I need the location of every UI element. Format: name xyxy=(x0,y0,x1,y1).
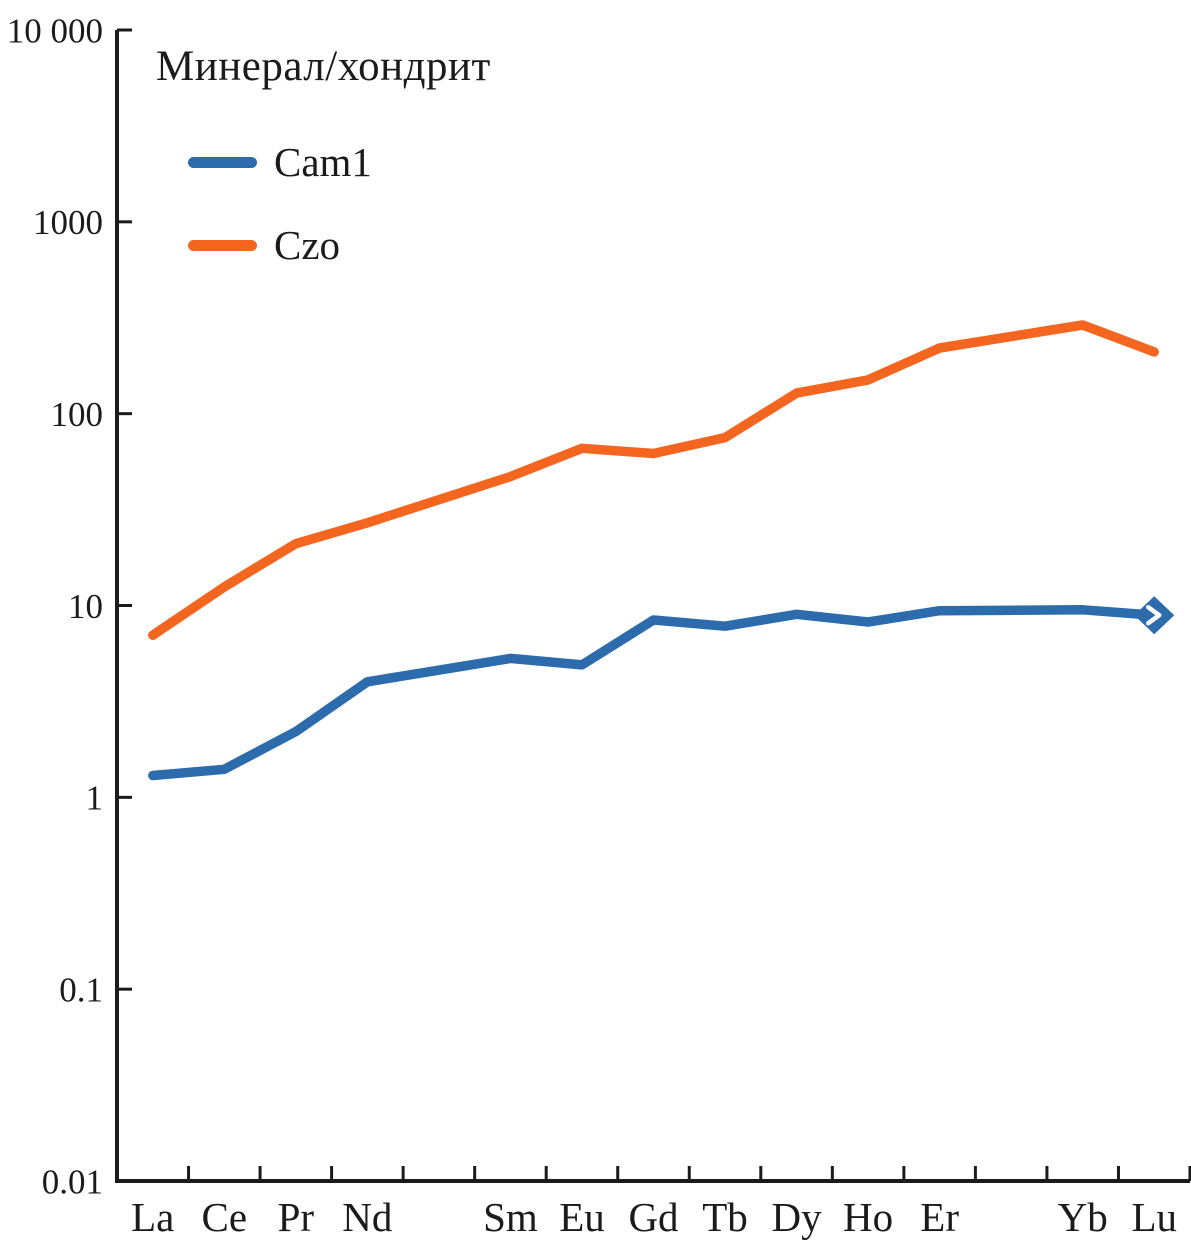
x-tick-label: Nd xyxy=(342,1194,392,1240)
y-tick-label: 10 xyxy=(68,587,103,626)
legend-label-cam1: Cam1 xyxy=(274,138,372,185)
chart-title: Минерал/хондрит xyxy=(156,43,491,90)
x-tick-label: Yb xyxy=(1058,1194,1108,1240)
x-tick-label: Er xyxy=(920,1194,959,1240)
x-tick-label: Eu xyxy=(559,1194,605,1240)
legend-line-swatch-czo xyxy=(188,239,257,251)
legend-item-czo: Czo xyxy=(188,221,372,269)
x-tick-label: Ho xyxy=(843,1194,893,1240)
series-line-czo xyxy=(148,320,1159,640)
y-tick-label: 1 xyxy=(86,779,104,818)
x-tick-label: Gd xyxy=(628,1194,678,1240)
end-marker-diamond-icon xyxy=(1134,596,1175,635)
y-tick-label: 0.01 xyxy=(42,1162,103,1201)
y-tick-label: 0.1 xyxy=(59,970,103,1009)
x-tick-label: Ce xyxy=(202,1194,248,1240)
legend-item-cam1: Cam1 xyxy=(188,138,372,186)
end-marker-chevron-icon xyxy=(1145,604,1162,626)
x-tick-label: Pr xyxy=(278,1194,315,1240)
x-tick-label: Dy xyxy=(772,1194,823,1240)
y-tick-label: 100 xyxy=(51,395,104,434)
series-line-cam1 xyxy=(148,605,1159,781)
x-tick-label: Sm xyxy=(483,1194,538,1240)
x-tick-label: La xyxy=(131,1194,174,1240)
x-tick-label: Tb xyxy=(702,1194,748,1240)
y-tick-label: 1000 xyxy=(33,203,103,242)
legend: Cam1 Czo xyxy=(188,138,372,269)
legend-label-czo: Czo xyxy=(274,221,341,268)
legend-line-swatch-cam1 xyxy=(188,156,257,168)
y-tick-label: 10 000 xyxy=(7,11,103,50)
x-tick-label: Lu xyxy=(1131,1194,1177,1240)
